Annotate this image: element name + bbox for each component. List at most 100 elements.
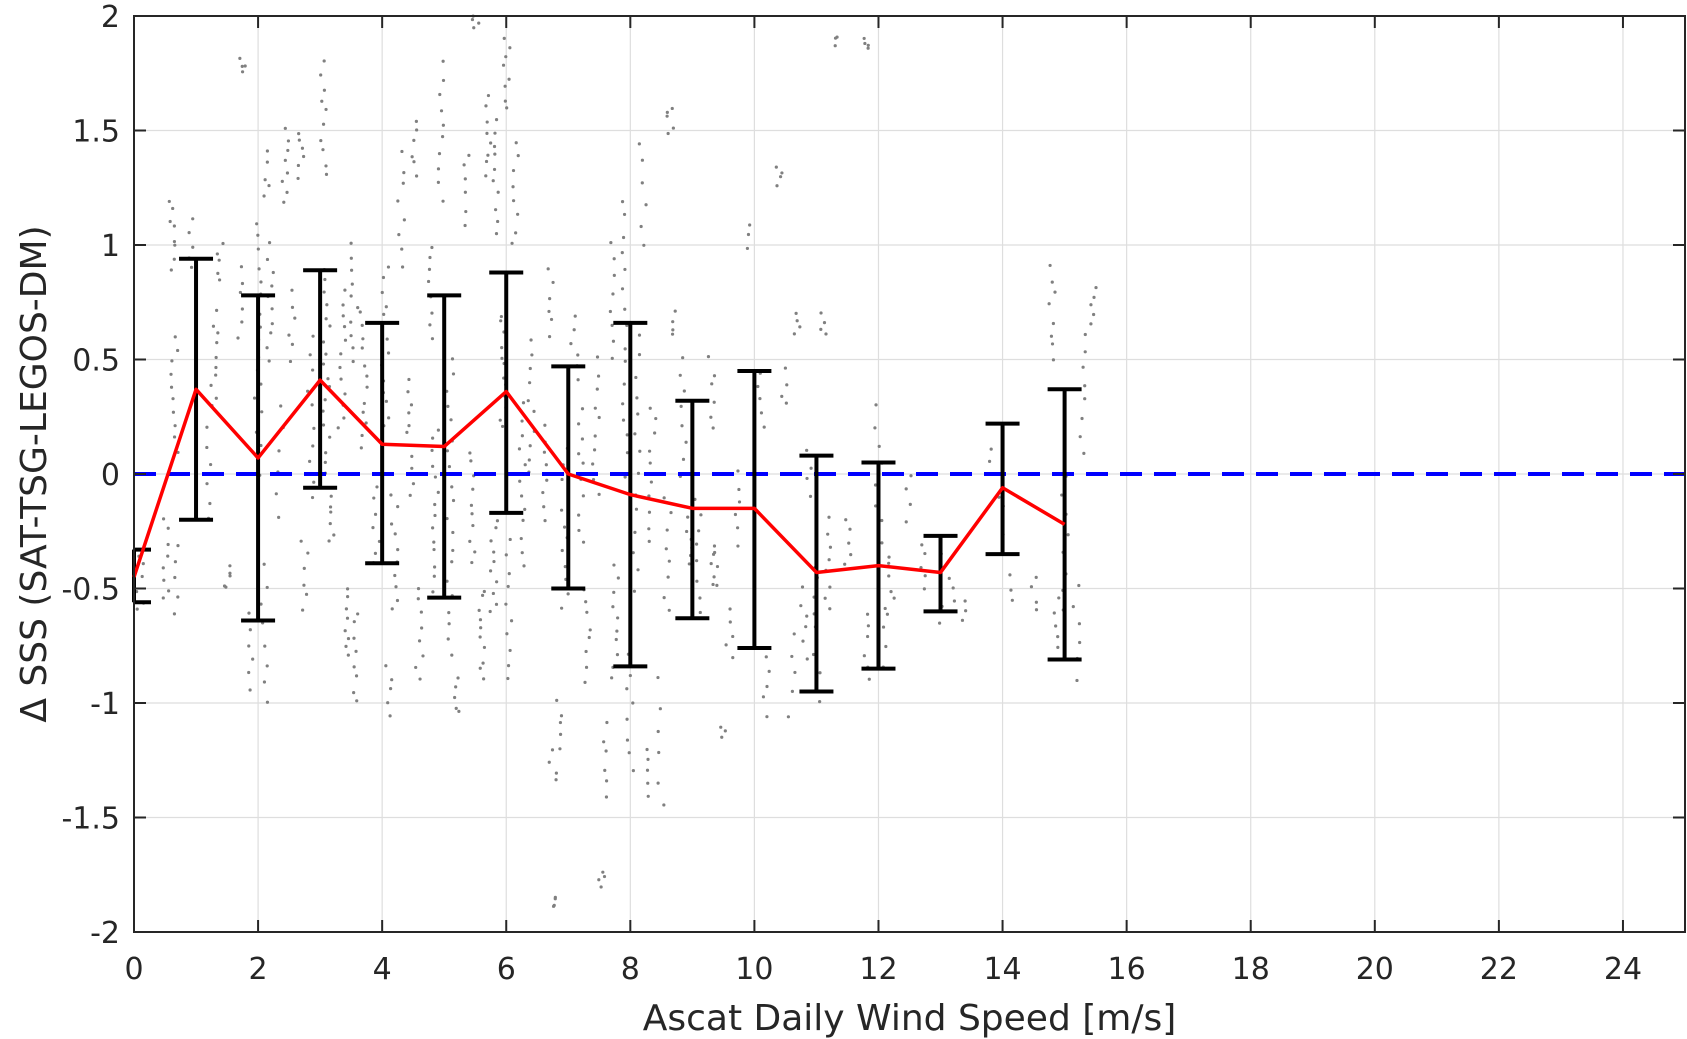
- scatter-point: [566, 592, 570, 596]
- scatter-point: [639, 224, 643, 229]
- scatter-point: [584, 649, 588, 654]
- scatter-point: [342, 416, 346, 420]
- scatter-point: [610, 356, 614, 360]
- scatter-point: [311, 444, 315, 448]
- x-tick-label: 12: [859, 952, 897, 987]
- scatter-point: [543, 423, 547, 427]
- scatter-point: [987, 459, 992, 464]
- scatter-point: [336, 426, 340, 430]
- scatter-point: [262, 680, 267, 684]
- scatter-point: [500, 424, 505, 429]
- scatter-point: [265, 664, 269, 668]
- scatter-point: [364, 421, 368, 425]
- scatter-point: [620, 200, 625, 204]
- scatter-point: [437, 152, 442, 156]
- scatter-point: [1048, 263, 1052, 268]
- scatter-point: [671, 320, 675, 324]
- scatter-point: [390, 607, 394, 611]
- scatter-point: [503, 99, 507, 103]
- y-tick-label: 0: [101, 458, 120, 493]
- scatter-point: [343, 392, 347, 396]
- scatter-point: [479, 626, 483, 630]
- scatter-point: [765, 715, 769, 719]
- scatter-point: [432, 547, 436, 552]
- scatter-point: [588, 628, 592, 632]
- scatter-point: [493, 152, 497, 156]
- scatter-point: [623, 359, 627, 363]
- scatter-point: [805, 476, 809, 481]
- scatter-point: [208, 501, 212, 506]
- scatter-point: [407, 411, 411, 415]
- scatter-point: [682, 389, 686, 393]
- scatter-point: [951, 586, 955, 590]
- scatter-point: [667, 559, 671, 563]
- scatter-point: [554, 778, 558, 782]
- scatter-point: [1054, 624, 1058, 628]
- scatter-point: [697, 529, 701, 533]
- scatter-point: [1089, 322, 1093, 326]
- scatter-point: [191, 217, 195, 221]
- scatter-point: [447, 464, 452, 469]
- scatter-point: [282, 200, 286, 204]
- scatter-point: [552, 903, 556, 907]
- scatter-point: [308, 353, 312, 357]
- scatter-point: [633, 432, 637, 436]
- scatter-point: [833, 44, 837, 48]
- scatter-point: [646, 794, 650, 798]
- scatter-point: [311, 368, 315, 372]
- scatter-point: [488, 569, 493, 573]
- scatter-point: [786, 715, 791, 719]
- scatter-point: [412, 160, 416, 164]
- scatter-point: [240, 64, 244, 68]
- scatter-point: [937, 621, 942, 625]
- scatter-point: [384, 664, 388, 668]
- scatter-point: [863, 41, 867, 46]
- scatter-point: [790, 689, 795, 693]
- scatter-point: [360, 433, 364, 438]
- scatter-point: [558, 720, 563, 725]
- scatter-point: [450, 485, 454, 489]
- scatter-point: [545, 478, 549, 482]
- scatter-point: [446, 637, 450, 641]
- scatter-point: [173, 335, 177, 339]
- scatter-point: [169, 268, 173, 272]
- scatter-point: [1077, 622, 1082, 626]
- scatter-point: [236, 336, 240, 340]
- scatter-point: [259, 443, 263, 448]
- scatter-point: [420, 626, 424, 630]
- scatter-point: [343, 288, 347, 292]
- scatter-point: [259, 280, 263, 284]
- scatter-point: [418, 677, 422, 681]
- scatter-point: [758, 396, 762, 401]
- scatter-point: [299, 539, 303, 543]
- scatter-point: [509, 619, 514, 623]
- scatter-point: [251, 657, 255, 661]
- scatter-point: [809, 466, 813, 470]
- scatter-point: [492, 559, 496, 564]
- scatter-point: [405, 430, 409, 434]
- scatter-point: [470, 560, 474, 565]
- scatter-point: [328, 505, 333, 509]
- scatter-point: [521, 401, 526, 405]
- scatter-point: [388, 687, 393, 691]
- scatter-point: [595, 387, 599, 391]
- scatter-point: [819, 311, 823, 315]
- scatter-point: [653, 431, 657, 435]
- scatter-point: [263, 178, 267, 182]
- scatter-point: [328, 521, 332, 526]
- scatter-point: [290, 305, 295, 309]
- scatter-point: [569, 342, 573, 346]
- scatter-point: [1078, 640, 1082, 645]
- scatter-point: [324, 317, 328, 321]
- scatter-point: [431, 436, 435, 440]
- scatter-point: [238, 56, 242, 61]
- scatter-point: [338, 365, 342, 370]
- scatter-point: [140, 574, 144, 579]
- scatter-point: [259, 602, 263, 606]
- scatter-point: [873, 483, 878, 487]
- scatter-point: [450, 653, 454, 657]
- scatter-point: [514, 141, 518, 145]
- scatter-point: [243, 64, 247, 68]
- scatter-point: [681, 457, 686, 461]
- scatter-point: [205, 425, 209, 429]
